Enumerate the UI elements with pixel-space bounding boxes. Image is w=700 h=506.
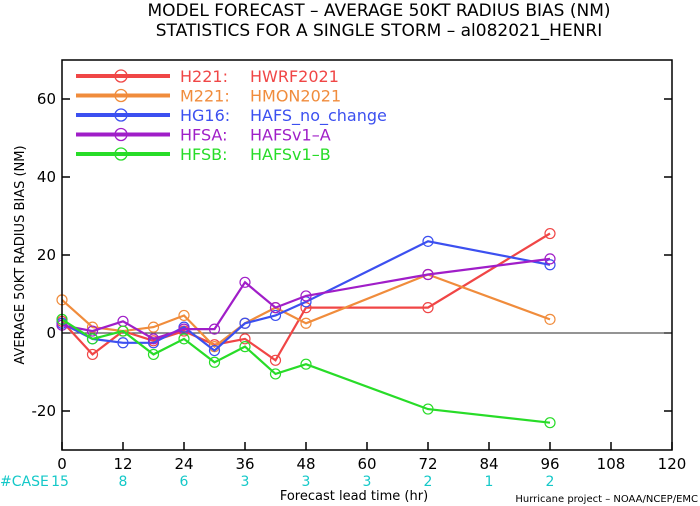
x-tick-label: 0 (57, 455, 67, 473)
series-line (61, 273, 551, 349)
data-point (208, 356, 221, 368)
case-count: 2 (546, 474, 555, 490)
legend-item: H221: HWRF2021 (76, 67, 339, 86)
data-point (239, 276, 251, 288)
series-line (61, 257, 551, 341)
plot-frame (61, 59, 673, 451)
data-point (147, 333, 160, 345)
series-line (61, 240, 551, 353)
data-point (422, 302, 434, 314)
x-tick-label: 48 (296, 455, 315, 473)
series-hafsv1–b (56, 313, 556, 429)
data-point (239, 333, 251, 345)
case-count: 3 (363, 474, 372, 490)
series-hafsv1–a (56, 253, 556, 345)
data-point (544, 417, 556, 429)
legend-code: HFSA: (180, 126, 227, 145)
data-point (422, 403, 434, 415)
legend-code: HG16: (180, 106, 230, 125)
data-point (269, 368, 282, 380)
x-tick-label: 24 (174, 455, 193, 473)
x-tick-label: 120 (658, 455, 687, 473)
axis-layer: 0 12 24 36 48 60 72 84 96 108 120 -20 0 20 40 60 (32, 90, 687, 473)
credit-text: Hurricane project – NOAA/NCEP/EMC (515, 494, 698, 505)
legend-name: HAFSv1–B (250, 145, 331, 164)
data-point (208, 344, 221, 357)
data-point (269, 302, 282, 314)
data-point (544, 313, 556, 325)
x-tick-label: 108 (597, 455, 626, 473)
data-point (544, 227, 556, 240)
legend-code: M221: (180, 87, 230, 106)
data-point (422, 235, 434, 247)
chart-title-line2: STATISTICS FOR A SINGLE STORM – al082021… (156, 21, 602, 41)
data-point (178, 309, 190, 322)
x-tick-label: 96 (540, 455, 559, 473)
series-layer (56, 227, 556, 429)
legend-marker (114, 127, 128, 142)
y-tick-label: 20 (37, 246, 56, 264)
legend-item: HFSB: HAFSv1–B (76, 145, 331, 164)
legend-item: HG16: HAFS_no_change (76, 106, 387, 126)
y-tick-label: 0 (46, 324, 56, 342)
x-tick-label: 72 (418, 455, 437, 473)
series-hmon2021 (56, 268, 556, 353)
case-count: 6 (180, 474, 189, 490)
data-point (117, 325, 129, 337)
case-count: 2 (424, 474, 433, 490)
x-tick-label: 12 (113, 455, 132, 473)
case-count: 3 (241, 474, 250, 490)
legend-item: M221: HMON2021 (76, 87, 341, 106)
case-count-row: #CASE 15 8 6 3 3 3 2 1 2 (0, 474, 554, 490)
x-tick-label: 84 (479, 455, 498, 473)
series-line (61, 318, 551, 424)
data-point (86, 333, 99, 345)
data-point (544, 253, 556, 265)
data-point (239, 317, 251, 329)
legend-marker (114, 69, 128, 83)
data-point (300, 317, 312, 329)
data-point (86, 325, 99, 337)
data-point (269, 354, 282, 366)
y-tick-label: 60 (37, 90, 56, 108)
case-label: #CASE (0, 474, 49, 490)
data-point (300, 358, 312, 370)
y-tick-label: 40 (37, 168, 56, 186)
data-point (422, 268, 434, 281)
data-point (269, 309, 282, 322)
case-count: 3 (302, 474, 311, 490)
data-point (147, 321, 160, 333)
data-point (117, 337, 129, 349)
data-point (178, 333, 190, 345)
legend-name: HAFS_no_change (250, 106, 387, 126)
y-axis-label: AVERAGE 50KT RADIUS BIAS (NM) (13, 145, 28, 364)
legend-code: HFSB: (180, 145, 227, 164)
data-point (300, 290, 312, 302)
x-axis-label: Forecast lead time (hr) (280, 489, 428, 504)
case-count: 1 (485, 474, 494, 490)
x-tick-label: 60 (357, 455, 376, 473)
data-point (239, 341, 251, 353)
data-point (86, 348, 99, 361)
legend-marker (114, 147, 128, 161)
legend-item: HFSA: HAFSv1–A (76, 126, 331, 145)
x-tick-label: 36 (235, 455, 254, 473)
case-count: 8 (119, 474, 128, 490)
legend-name: HWRF2021 (250, 67, 339, 86)
legend-name: HMON2021 (250, 87, 341, 106)
case-count: 15 (51, 474, 69, 490)
y-tick-label: -20 (32, 402, 57, 420)
legend-marker (114, 108, 128, 122)
legend-marker (114, 88, 128, 103)
data-point (147, 348, 160, 361)
data-point (208, 323, 221, 335)
chart-title-line1: MODEL FORECAST – AVERAGE 50KT RADIUS BIA… (147, 1, 610, 21)
legend: H221: HWRF2021 M221: HMON2021 HG16: HAFS_no_c… (76, 67, 387, 164)
legend-name: HAFSv1–A (250, 126, 331, 145)
legend-code: H221: (180, 67, 228, 86)
